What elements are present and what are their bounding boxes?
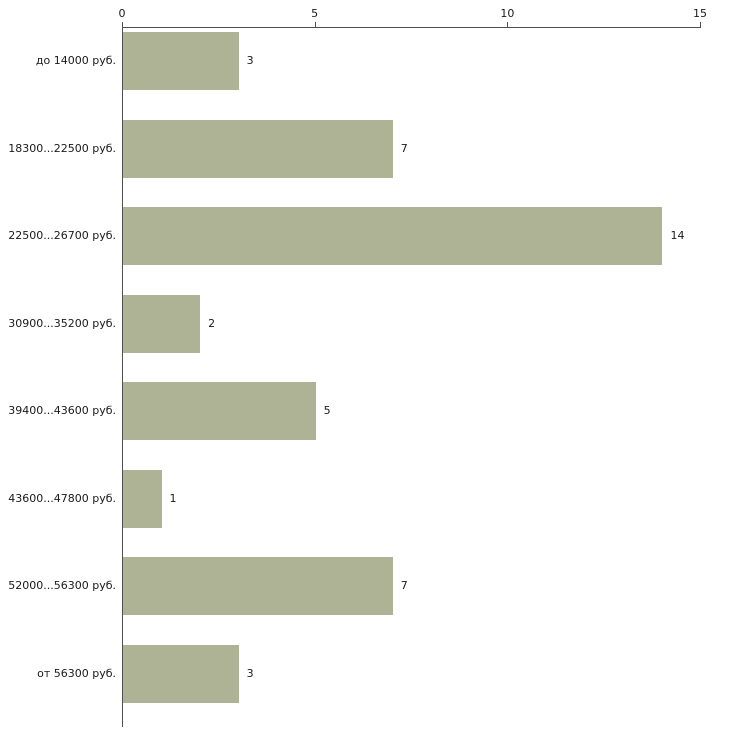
bar	[123, 32, 239, 90]
x-axis-tick	[314, 22, 316, 27]
category-label: 39400...43600 руб.	[8, 404, 116, 417]
bar	[123, 294, 201, 353]
bar	[123, 382, 316, 440]
bar	[123, 557, 393, 615]
x-axis-tick	[122, 22, 123, 27]
x-axis-tick-label: 10	[500, 7, 515, 20]
bar	[123, 469, 162, 528]
category-label: 43600...47800 руб.	[8, 491, 116, 505]
value-label: 14	[670, 229, 685, 242]
bar	[123, 644, 239, 703]
category-label: 30900...35200 руб.	[8, 316, 116, 330]
category-label: от 56300 руб.	[37, 666, 116, 680]
x-axis-tick	[700, 22, 701, 27]
value-label: 7	[400, 141, 408, 155]
x-axis-tick-label: 15	[693, 7, 707, 20]
category-label: до 14000 руб.	[35, 54, 116, 67]
value-label: 5	[323, 404, 331, 417]
category-label: 18300...22500 руб.	[8, 141, 116, 155]
value-label: 1	[169, 491, 177, 505]
x-axis-tick-label: 5	[311, 7, 319, 20]
category-label: 22500...26700 руб.	[8, 229, 116, 242]
x-axis-line	[122, 27, 701, 28]
x-axis-tick-label: 0	[118, 7, 126, 20]
x-axis-tick	[507, 22, 509, 27]
value-label: 7	[400, 579, 408, 592]
category-label: 52000...56300 руб.	[8, 579, 116, 592]
value-label: 2	[208, 316, 216, 330]
y-axis-line	[122, 27, 123, 727]
value-label: 3	[246, 54, 254, 67]
bar	[123, 119, 393, 178]
bar	[123, 207, 663, 265]
value-label: 3	[246, 666, 254, 680]
